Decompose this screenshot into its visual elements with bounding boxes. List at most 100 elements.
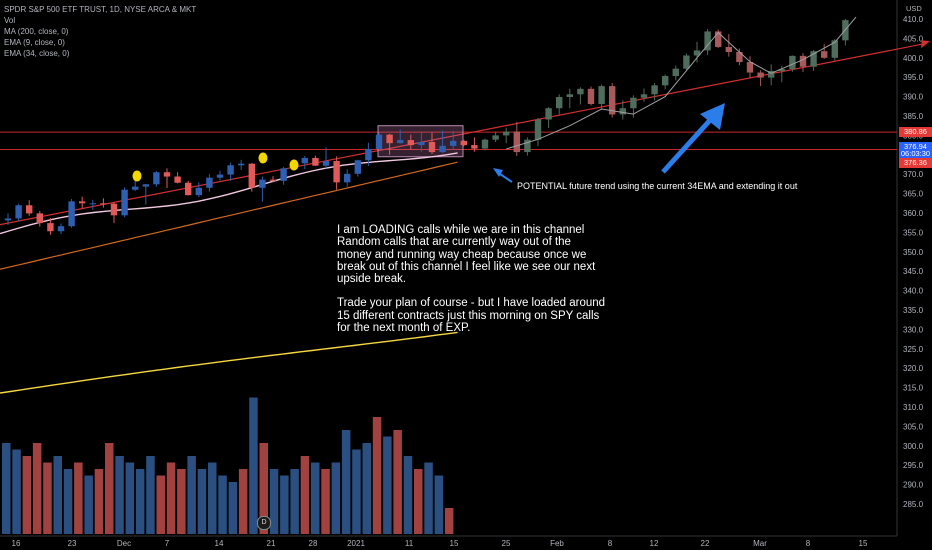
- candle-body: [301, 157, 308, 164]
- volume-bar: [115, 456, 124, 534]
- candle-body: [89, 203, 96, 205]
- candle-body: [259, 179, 266, 188]
- volume-bar: [311, 462, 320, 534]
- signal-dot: [132, 170, 142, 182]
- candle-body: [418, 141, 425, 146]
- y-tick-label: 390.0: [903, 93, 924, 102]
- candle-body: [566, 94, 573, 97]
- candle-body: [185, 182, 192, 196]
- arrow-small-head: [493, 168, 503, 177]
- volume-bar: [156, 475, 165, 534]
- candle-body: [174, 176, 181, 183]
- x-tick-label: 23: [68, 539, 77, 548]
- candle-body: [534, 119, 542, 140]
- legend-ma: MA (200, close, 0): [4, 27, 69, 36]
- trade-note: I am LOADING calls while we are in this …: [337, 224, 607, 346]
- candle-body: [651, 85, 658, 95]
- y-tick-label: 345.0: [903, 267, 924, 276]
- candle-body: [662, 76, 669, 86]
- volume-bar: [290, 469, 299, 534]
- arrow-large-head: [700, 103, 725, 130]
- volume-bar: [12, 449, 21, 534]
- candle-body: [450, 140, 457, 146]
- volume-bar: [177, 469, 186, 534]
- volume-bar: [259, 443, 268, 534]
- candle-body: [4, 218, 12, 221]
- candle-body: [513, 131, 520, 153]
- volume-bar: [146, 456, 155, 534]
- legend: SPDR S&P 500 ETF TRUST, 1D, NYSE ARCA & …: [4, 4, 196, 59]
- y-tick-label: 295.0: [903, 461, 924, 470]
- ema9-line: [0, 152, 458, 235]
- candle-body: [195, 187, 202, 196]
- volume-bar: [341, 430, 351, 534]
- volume-bar: [187, 456, 196, 534]
- x-tick-label: Mar: [753, 539, 767, 548]
- volume-bar: [362, 443, 371, 534]
- y-tick-label: 395.0: [903, 73, 924, 82]
- volume-bar: [22, 456, 32, 534]
- y-tick-label: 290.0: [903, 481, 924, 490]
- y-tick-label: 365.0: [903, 190, 924, 199]
- signal-dot: [289, 159, 299, 171]
- y-tick-label: 405.0: [903, 34, 924, 43]
- candle-body: [407, 140, 414, 146]
- signal-dot: [258, 152, 268, 164]
- candle-body: [598, 86, 605, 104]
- candle-body: [757, 72, 764, 78]
- candle-body: [238, 163, 245, 166]
- volume-bar: [228, 482, 238, 534]
- candle-body: [630, 97, 637, 109]
- x-tick-label: Dec: [117, 539, 131, 548]
- volume-bar: [269, 469, 279, 534]
- volume-bar: [444, 508, 454, 534]
- note-paragraph-1: I am LOADING calls while we are in this …: [337, 224, 596, 286]
- candle-body: [471, 145, 478, 149]
- candle-body: [704, 31, 711, 51]
- volume-bar: [249, 397, 258, 534]
- candle-body: [322, 161, 330, 166]
- candle-body: [312, 157, 319, 166]
- currency-label: USD: [906, 4, 922, 13]
- candle-body: [47, 223, 54, 232]
- candle-body: [375, 134, 383, 149]
- y-tick-label: 320.0: [903, 364, 924, 373]
- price-tag: 06:03:30: [899, 149, 932, 160]
- legend-ema9: EMA (9, close, 0): [4, 38, 65, 47]
- x-tick-label: 28: [309, 539, 318, 548]
- candle-body: [142, 184, 149, 187]
- volume-badge[interactable]: D: [257, 516, 271, 530]
- y-tick-label: 385.0: [903, 112, 924, 121]
- candle-body: [280, 168, 287, 181]
- price-tag: 376.94: [899, 142, 932, 153]
- y-tick-label: 360.0: [903, 209, 924, 218]
- volume-bar: [414, 469, 423, 534]
- candle-body: [216, 174, 224, 178]
- y-tick-label: 325.0: [903, 345, 924, 354]
- volume-bar: [94, 469, 104, 534]
- candle-body: [810, 51, 817, 67]
- volume-bar: [321, 469, 330, 534]
- candle-body: [248, 163, 255, 188]
- legend-symbol: SPDR S&P 500 ETF TRUST, 1D, NYSE ARCA & …: [4, 5, 197, 14]
- candle-body: [672, 68, 679, 77]
- candle-body: [79, 201, 86, 204]
- candle-body: [545, 108, 552, 120]
- trend-arrowhead: [921, 40, 930, 49]
- candle-body: [206, 177, 213, 188]
- volume-bar: [393, 430, 402, 534]
- candle-body: [609, 86, 616, 115]
- volume-bar: [84, 475, 93, 534]
- candle-body: [799, 55, 807, 67]
- candle-body: [821, 51, 828, 58]
- y-tick-label: 370.0: [903, 170, 924, 179]
- ma200-line: [0, 331, 458, 394]
- candle-body: [397, 140, 404, 144]
- volume-bar: [43, 462, 52, 534]
- volume-bar: [63, 469, 73, 534]
- candle-body: [640, 94, 648, 98]
- ema34-line: [0, 161, 458, 270]
- candle-body: [68, 201, 75, 227]
